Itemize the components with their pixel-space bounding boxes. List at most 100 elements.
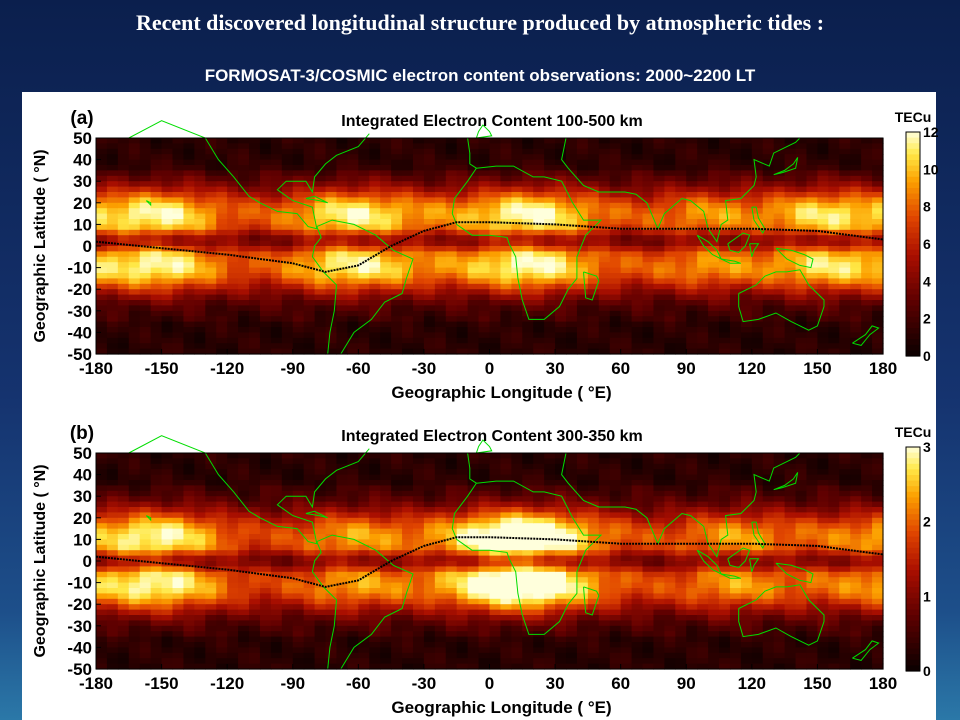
heatmap-cell xyxy=(194,566,206,573)
heatmap-cell xyxy=(172,490,185,497)
heatmap-cell xyxy=(259,604,272,611)
heatmap-cell xyxy=(358,148,370,155)
heatmap-cell xyxy=(325,642,338,648)
heatmap-cell xyxy=(434,631,447,638)
heatmap-cell xyxy=(106,561,119,567)
heatmap-cell xyxy=(445,327,458,333)
heatmap-cell xyxy=(587,208,600,215)
heatmap-cell xyxy=(872,278,884,285)
heatmap-cell xyxy=(270,490,283,497)
heatmap-cell xyxy=(795,294,808,301)
heatmap-cell xyxy=(740,267,753,274)
heatmap-cell xyxy=(238,337,250,344)
heatmap-cell xyxy=(609,474,622,481)
heatmap-cell xyxy=(806,316,819,323)
heatmap-cell xyxy=(511,278,523,285)
heatmap-cell xyxy=(128,283,141,290)
heatmap-cell xyxy=(576,577,589,584)
heatmap-cell xyxy=(391,181,403,188)
heatmap-cell xyxy=(445,138,458,144)
heatmap-cell xyxy=(784,251,797,258)
heatmap-cell xyxy=(544,528,556,535)
heatmap-cell xyxy=(576,267,589,274)
heatmap-cell xyxy=(227,490,239,497)
heatmap-cell xyxy=(259,294,272,301)
colorbar-tick-label: 8 xyxy=(923,199,931,215)
heatmap-cell xyxy=(489,588,502,594)
heatmap-cell xyxy=(292,337,305,344)
heatmap-cell xyxy=(292,256,305,263)
heatmap-cell xyxy=(795,337,808,344)
heatmap-cell xyxy=(259,148,272,155)
heatmap-cell xyxy=(227,224,239,231)
heatmap-cell xyxy=(675,251,687,258)
heatmap-cell xyxy=(358,208,370,215)
heatmap-cell xyxy=(740,348,753,355)
heatmap-cell xyxy=(806,327,819,333)
heatmap-cell xyxy=(555,636,567,643)
heatmap-cell xyxy=(183,490,195,497)
heatmap-cell xyxy=(281,550,294,557)
heatmap-cell xyxy=(500,278,512,285)
heatmap-cell xyxy=(555,192,567,198)
heatmap-cell xyxy=(183,517,195,524)
heatmap-cell xyxy=(161,262,174,269)
heatmap-cell xyxy=(391,148,403,155)
heatmap-cell xyxy=(270,647,283,654)
heatmap-cell xyxy=(391,658,403,665)
heatmap-cell xyxy=(423,528,436,535)
heatmap-cell xyxy=(205,143,217,150)
heatmap-cell xyxy=(467,571,480,578)
heatmap-cell xyxy=(391,534,403,540)
heatmap-cell xyxy=(205,474,217,481)
heatmap-cell xyxy=(489,571,502,578)
heatmap-cell xyxy=(587,348,600,355)
heatmap-cell xyxy=(205,453,217,459)
heatmap-cell xyxy=(620,213,633,220)
heatmap-cell xyxy=(500,170,512,177)
heatmap-cell xyxy=(576,647,589,654)
heatmap-cell xyxy=(150,300,163,306)
heatmap-cell xyxy=(128,528,141,535)
heatmap-cell xyxy=(456,463,469,470)
heatmap-cell xyxy=(740,300,753,306)
heatmap-cell xyxy=(555,181,567,188)
heatmap-cell xyxy=(489,458,502,465)
heatmap-cell xyxy=(150,647,163,654)
heatmap-cell xyxy=(183,647,195,654)
heatmap-cell xyxy=(292,642,305,648)
heatmap-cell xyxy=(850,224,862,231)
heatmap-cell xyxy=(598,343,611,350)
heatmap-cell xyxy=(784,148,797,155)
heatmap-cell xyxy=(96,620,108,627)
heatmap-cell xyxy=(500,604,512,611)
heatmap-cell xyxy=(478,507,491,513)
heatmap-cell xyxy=(281,469,294,476)
heatmap-cell xyxy=(139,490,152,497)
heatmap-cell xyxy=(259,175,272,182)
heatmap-cell xyxy=(620,582,633,589)
heatmap-cell xyxy=(850,289,862,296)
y-axis-label: Geographic Latitude ( °N) xyxy=(32,149,49,342)
heatmap-cell xyxy=(172,474,185,481)
heatmap-cell xyxy=(522,539,534,546)
heatmap-cell xyxy=(664,294,676,301)
heatmap-cell xyxy=(172,512,185,519)
heatmap-cell xyxy=(773,175,786,182)
heatmap-cell xyxy=(576,305,589,312)
heatmap-cell xyxy=(544,480,556,486)
heatmap-cell xyxy=(227,267,239,274)
heatmap-cell xyxy=(773,332,786,339)
heatmap-cell xyxy=(555,229,567,236)
heatmap-cell xyxy=(249,300,261,306)
slide-subtitle: FORMOSAT-3/COSMIC electron content obser… xyxy=(204,66,756,85)
heatmap-cell xyxy=(500,138,512,144)
heatmap-cell xyxy=(336,170,348,177)
heatmap-cell xyxy=(117,544,130,551)
heatmap-cell xyxy=(544,507,556,513)
heatmap-cell xyxy=(347,224,359,231)
heatmap-cell xyxy=(872,246,884,252)
heatmap-cell xyxy=(303,615,316,621)
heatmap-cell xyxy=(423,229,436,236)
heatmap-cell xyxy=(117,604,130,611)
